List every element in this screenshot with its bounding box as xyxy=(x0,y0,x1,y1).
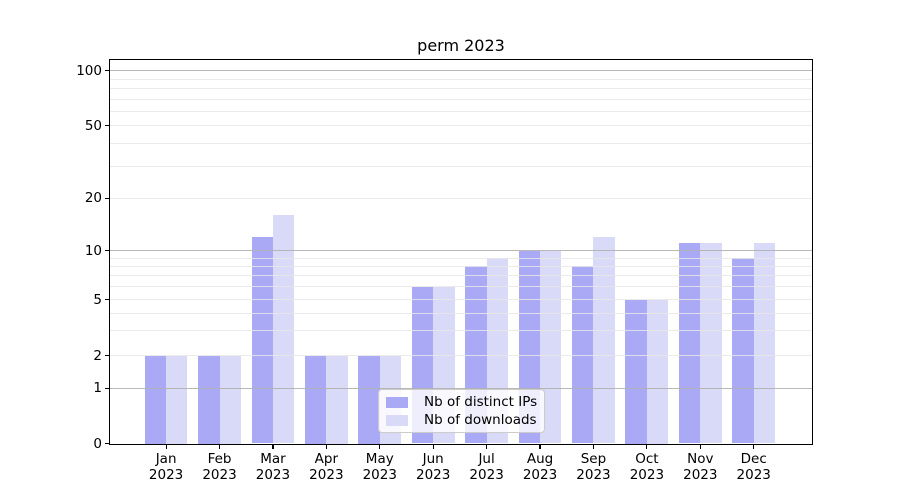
legend-swatch-downloads xyxy=(386,414,408,426)
y-tick-10 xyxy=(105,250,110,252)
x-tick-label-dec: Dec 2023 xyxy=(736,451,771,483)
bar-distinct-ips-feb xyxy=(198,355,220,444)
gridline-minor-2 xyxy=(110,355,812,356)
bar-downloads-feb xyxy=(219,355,241,444)
bar-downloads-nov xyxy=(700,243,722,444)
legend: Nb of distinct IPs Nb of downloads xyxy=(378,389,545,433)
x-tick-label-jun: Jun 2023 xyxy=(416,451,451,483)
bar-downloads-apr xyxy=(326,355,348,444)
gridline-minor-80 xyxy=(110,87,812,89)
legend-label-distinct-ips: Nb of distinct IPs xyxy=(424,394,538,410)
bar-distinct-ips-sep xyxy=(572,266,594,444)
x-tick-label-apr: Apr 2023 xyxy=(309,451,344,483)
bar-distinct-ips-apr xyxy=(304,355,327,444)
y-tick-50 xyxy=(105,125,110,127)
x-tick-label-nov: Nov 2023 xyxy=(683,451,718,483)
gridline-minor-70 xyxy=(110,98,812,100)
legend-swatch-distinct-ips xyxy=(386,396,408,408)
x-tick-dec xyxy=(753,444,755,449)
gridline-minor-8 xyxy=(110,265,812,267)
y-tick-0 xyxy=(105,442,110,445)
x-tick-mar xyxy=(272,444,274,449)
x-tick-oct xyxy=(646,444,648,449)
bar-distinct-ips-dec xyxy=(732,258,754,444)
y-tick-5 xyxy=(105,298,110,301)
gridline-major-100 xyxy=(110,70,812,72)
y-tick-label-20: 20 xyxy=(84,190,102,207)
y-tick-label-2: 2 xyxy=(93,347,102,364)
x-tick-apr xyxy=(325,444,327,449)
bar-downloads-dec xyxy=(753,243,776,444)
gridline-minor-40 xyxy=(110,142,812,144)
x-tick-label-aug: Aug 2023 xyxy=(522,451,558,483)
bar-downloads-oct xyxy=(646,299,669,444)
x-tick-feb xyxy=(218,444,221,449)
gridline-minor-5 xyxy=(110,299,812,300)
x-tick-jan xyxy=(165,444,167,449)
legend-item-downloads: Nb of downloads xyxy=(386,412,537,428)
y-tick-label-10: 10 xyxy=(84,242,102,259)
gridline-minor-7 xyxy=(110,275,812,277)
chart-title: perm 2023 xyxy=(417,36,505,55)
x-tick-label-mar: Mar 2023 xyxy=(255,451,291,483)
y-tick-100 xyxy=(105,70,110,72)
x-tick-jul xyxy=(486,444,488,449)
legend-label-downloads: Nb of downloads xyxy=(424,412,537,428)
x-tick-label-sep: Sep 2023 xyxy=(576,451,611,483)
bar-downloads-sep xyxy=(593,236,615,444)
gridline-major-10 xyxy=(110,250,812,252)
bar-downloads-aug xyxy=(540,250,562,444)
bar-downloads-mar xyxy=(272,215,295,444)
x-tick-aug xyxy=(539,444,541,449)
bar-distinct-ips-nov xyxy=(678,243,701,444)
y-tick-label-5: 5 xyxy=(93,291,102,308)
gridline-minor-9 xyxy=(110,257,812,259)
x-tick-may xyxy=(379,444,381,449)
x-tick-nov xyxy=(699,444,701,449)
bar-distinct-ips-jan xyxy=(144,355,167,444)
x-tick-label-jan: Jan 2023 xyxy=(148,451,184,483)
legend-item-distinct-ips: Nb of distinct IPs xyxy=(386,394,538,410)
y-tick-20 xyxy=(105,197,110,199)
bar-distinct-ips-mar xyxy=(251,236,273,444)
gridline-minor-50 xyxy=(110,125,812,127)
bar-distinct-ips-oct xyxy=(625,299,647,444)
gridline-minor-4 xyxy=(110,312,812,314)
gridline-minor-60 xyxy=(110,110,812,112)
x-tick-label-feb: Feb 2023 xyxy=(202,451,237,483)
y-tick-2 xyxy=(105,354,110,357)
gridline-minor-6 xyxy=(110,286,812,288)
x-tick-jun xyxy=(432,444,434,449)
gridline-minor-30 xyxy=(110,165,812,167)
x-tick-label-oct: Oct 2023 xyxy=(629,451,665,483)
y-tick-1 xyxy=(105,387,110,389)
x-tick-label-may: May 2023 xyxy=(362,451,397,483)
gridline-minor-3 xyxy=(110,330,812,332)
y-tick-label-1: 1 xyxy=(93,380,102,397)
gridline-minor-90 xyxy=(110,78,812,80)
y-tick-label-50: 50 xyxy=(84,117,102,134)
gridline-minor-20 xyxy=(110,197,812,199)
x-tick-sep xyxy=(592,444,595,449)
y-tick-label-100: 100 xyxy=(76,62,102,79)
gridline-major-1 xyxy=(110,387,812,389)
bar-distinct-ips-may xyxy=(358,355,380,444)
y-tick-label-0: 0 xyxy=(93,435,102,452)
x-tick-label-jul: Jul 2023 xyxy=(469,451,504,483)
bar-downloads-jan xyxy=(166,355,188,444)
